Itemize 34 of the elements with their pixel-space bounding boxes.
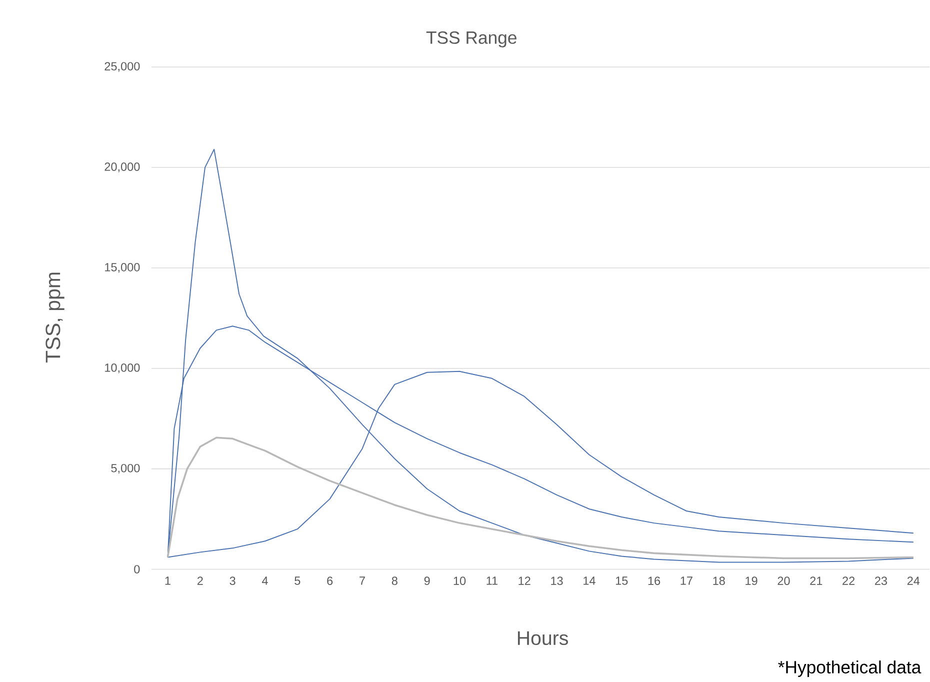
x-axis-title: Hours	[518, 632, 568, 646]
y-tick-label: 5,000	[111, 464, 140, 474]
x-tick-label: 6	[327, 576, 333, 586]
x-tick-label: 14	[584, 576, 596, 585]
x-tick-label: 18	[713, 576, 725, 586]
x-tick-label: 12	[518, 576, 530, 586]
chart-title: TSS Range	[426, 32, 516, 48]
x-tick-label: 8	[392, 576, 398, 586]
x-tick-label: 1	[165, 576, 170, 585]
x-tick-label: 5	[294, 576, 300, 586]
x-tick-label: 19	[746, 576, 758, 586]
x-tick-label: 20	[778, 576, 790, 586]
x-tick-label: 9	[424, 576, 430, 586]
x-tick-label: 7	[360, 576, 365, 585]
y-tick-label: 15,000	[105, 263, 140, 273]
x-tick-label: 15	[616, 576, 628, 586]
y-tick-label: 20,000	[104, 162, 140, 173]
x-tick-label: 3	[230, 576, 236, 586]
x-tick-label: 21	[810, 576, 822, 586]
text: *Hypothetical data	[778, 660, 922, 678]
y-axis-title: TSS, ppm	[46, 272, 64, 363]
x-tick-label: 22	[842, 576, 855, 586]
x-tick-label: 23	[875, 576, 888, 586]
x-tick-label: 2	[197, 576, 203, 586]
x-tick-label: 17	[680, 576, 692, 585]
x-tick-label: 4	[262, 576, 268, 585]
x-tick-label: 13	[551, 576, 563, 586]
x-tick-label: 10	[454, 576, 466, 586]
x-tick-label: 16	[648, 576, 660, 586]
y-tick-label: 25,000	[104, 62, 140, 72]
x-tick-label: 11	[486, 576, 498, 585]
y-tick-label: 10,000	[105, 364, 140, 374]
x-tick-label: 24	[907, 576, 920, 586]
y-tick-label: 0	[134, 565, 140, 574]
